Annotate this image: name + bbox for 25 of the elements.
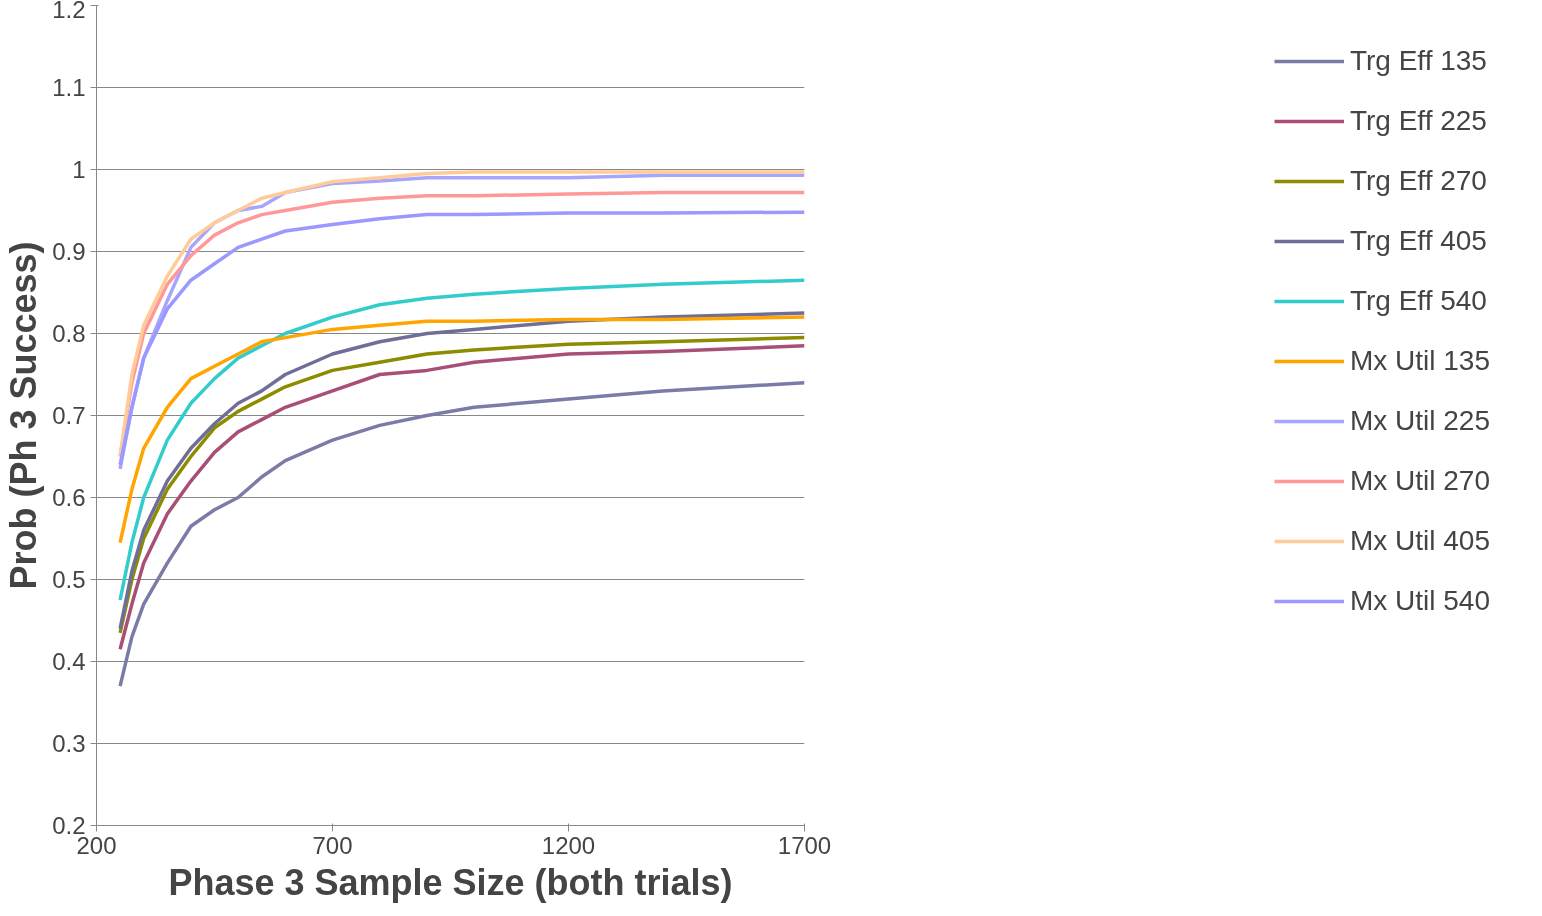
legend-label: Trg Eff 405 <box>1349 225 1487 257</box>
legend-label: Trg Eff 135 <box>1349 45 1487 77</box>
legend-label: Mx Util 540 <box>1349 585 1490 617</box>
legend-label: Mx Util 270 <box>1349 465 1490 497</box>
y-tick-label: 0.8 <box>52 320 86 347</box>
x-tick-label: 1200 <box>541 831 596 859</box>
x-axis-title: Phase 3 Sample Size (both trials) <box>168 861 733 903</box>
y-axis-title: Prob (Ph 3 Success) <box>3 241 45 590</box>
y-tick-label: 0.5 <box>52 566 86 593</box>
legend-label: Trg Eff 270 <box>1349 165 1487 197</box>
y-tick-label: 0.3 <box>52 730 86 757</box>
y-tick-label: 1.1 <box>52 74 86 101</box>
x-tick-label: 700 <box>312 831 353 859</box>
y-tick-label: 1 <box>72 156 86 183</box>
legend-label: Mx Util 225 <box>1349 405 1490 437</box>
y-tick-label: 0.7 <box>52 402 86 429</box>
legend-label: Trg Eff 540 <box>1349 285 1487 317</box>
legend-label: Mx Util 135 <box>1349 345 1490 377</box>
x-tick-label: 1700 <box>777 831 832 859</box>
y-tick-label: 0.9 <box>52 238 86 265</box>
legend-label: Mx Util 405 <box>1349 525 1490 557</box>
y-tick-label: 1.2 <box>52 0 86 23</box>
legend-label: Trg Eff 225 <box>1349 105 1487 137</box>
y-tick-label: 0.6 <box>52 484 86 511</box>
y-tick-label: 0.4 <box>52 648 86 675</box>
